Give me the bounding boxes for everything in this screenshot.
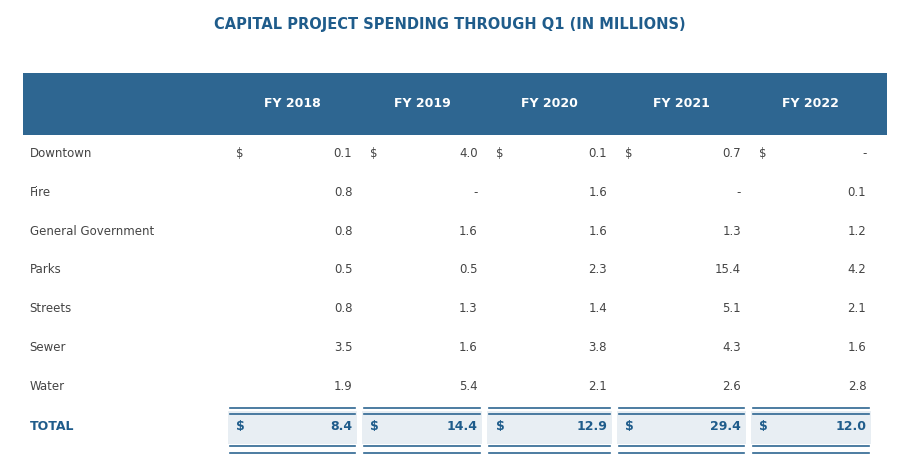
Text: $: $ [237, 147, 244, 160]
Text: $: $ [496, 147, 503, 160]
Text: 8.4: 8.4 [330, 420, 352, 433]
Text: 4.2: 4.2 [848, 263, 867, 277]
Text: 0.8: 0.8 [334, 186, 352, 199]
Text: General Government: General Government [30, 225, 154, 238]
Text: 1.3: 1.3 [459, 302, 478, 315]
Text: 1.3: 1.3 [723, 225, 741, 238]
Text: 5.4: 5.4 [459, 379, 478, 393]
Text: 1.6: 1.6 [589, 186, 608, 199]
FancyBboxPatch shape [617, 411, 745, 444]
Text: Water: Water [30, 379, 65, 393]
Text: Streets: Streets [30, 302, 72, 315]
Text: 2.3: 2.3 [589, 263, 608, 277]
Text: 29.4: 29.4 [710, 420, 741, 433]
Text: $: $ [370, 147, 378, 160]
Text: Fire: Fire [30, 186, 50, 199]
Text: 1.9: 1.9 [334, 379, 352, 393]
Text: $: $ [626, 147, 633, 160]
Text: $: $ [759, 147, 767, 160]
Text: 2.1: 2.1 [589, 379, 608, 393]
Text: Parks: Parks [30, 263, 61, 277]
FancyBboxPatch shape [751, 411, 871, 444]
Text: -: - [862, 147, 867, 160]
Text: 1.6: 1.6 [589, 225, 608, 238]
Text: -: - [473, 186, 478, 199]
Text: 1.2: 1.2 [848, 225, 867, 238]
Text: 0.7: 0.7 [723, 147, 741, 160]
Text: 0.5: 0.5 [459, 263, 478, 277]
Text: 1.6: 1.6 [459, 225, 478, 238]
Text: 3.8: 3.8 [589, 341, 608, 354]
Text: 15.4: 15.4 [715, 263, 741, 277]
Text: FY 2020: FY 2020 [521, 97, 578, 110]
Text: $: $ [370, 420, 379, 433]
Text: 2.6: 2.6 [723, 379, 741, 393]
Text: Downtown: Downtown [30, 147, 92, 160]
Text: 1.6: 1.6 [848, 341, 867, 354]
Text: 2.8: 2.8 [848, 379, 867, 393]
Text: 1.6: 1.6 [459, 341, 478, 354]
FancyBboxPatch shape [22, 73, 886, 135]
Text: 4.0: 4.0 [459, 147, 478, 160]
Text: 0.8: 0.8 [334, 225, 352, 238]
Text: CAPITAL PROJECT SPENDING THROUGH Q1 (IN MILLIONS): CAPITAL PROJECT SPENDING THROUGH Q1 (IN … [214, 17, 686, 32]
FancyBboxPatch shape [229, 411, 356, 444]
Text: 0.8: 0.8 [334, 302, 352, 315]
Text: 12.0: 12.0 [835, 420, 867, 433]
Text: Sewer: Sewer [30, 341, 67, 354]
Text: 1.4: 1.4 [589, 302, 608, 315]
Text: 0.5: 0.5 [334, 263, 352, 277]
Text: $: $ [496, 420, 504, 433]
Text: $: $ [626, 420, 634, 433]
Text: -: - [737, 186, 741, 199]
Text: $: $ [237, 420, 245, 433]
Text: 14.4: 14.4 [446, 420, 478, 433]
Text: 12.9: 12.9 [576, 420, 608, 433]
Text: FY 2018: FY 2018 [264, 97, 321, 110]
FancyBboxPatch shape [488, 411, 612, 444]
Text: 0.1: 0.1 [589, 147, 608, 160]
Text: 0.1: 0.1 [848, 186, 867, 199]
Text: FY 2019: FY 2019 [393, 97, 451, 110]
Text: FY 2021: FY 2021 [652, 97, 710, 110]
Text: 0.1: 0.1 [334, 147, 352, 160]
Text: 2.1: 2.1 [848, 302, 867, 315]
Text: $: $ [759, 420, 768, 433]
Text: 3.5: 3.5 [334, 341, 352, 354]
Text: 4.3: 4.3 [723, 341, 741, 354]
Text: TOTAL: TOTAL [30, 420, 74, 433]
Text: FY 2022: FY 2022 [782, 97, 840, 110]
FancyBboxPatch shape [362, 411, 482, 444]
Text: 5.1: 5.1 [723, 302, 741, 315]
